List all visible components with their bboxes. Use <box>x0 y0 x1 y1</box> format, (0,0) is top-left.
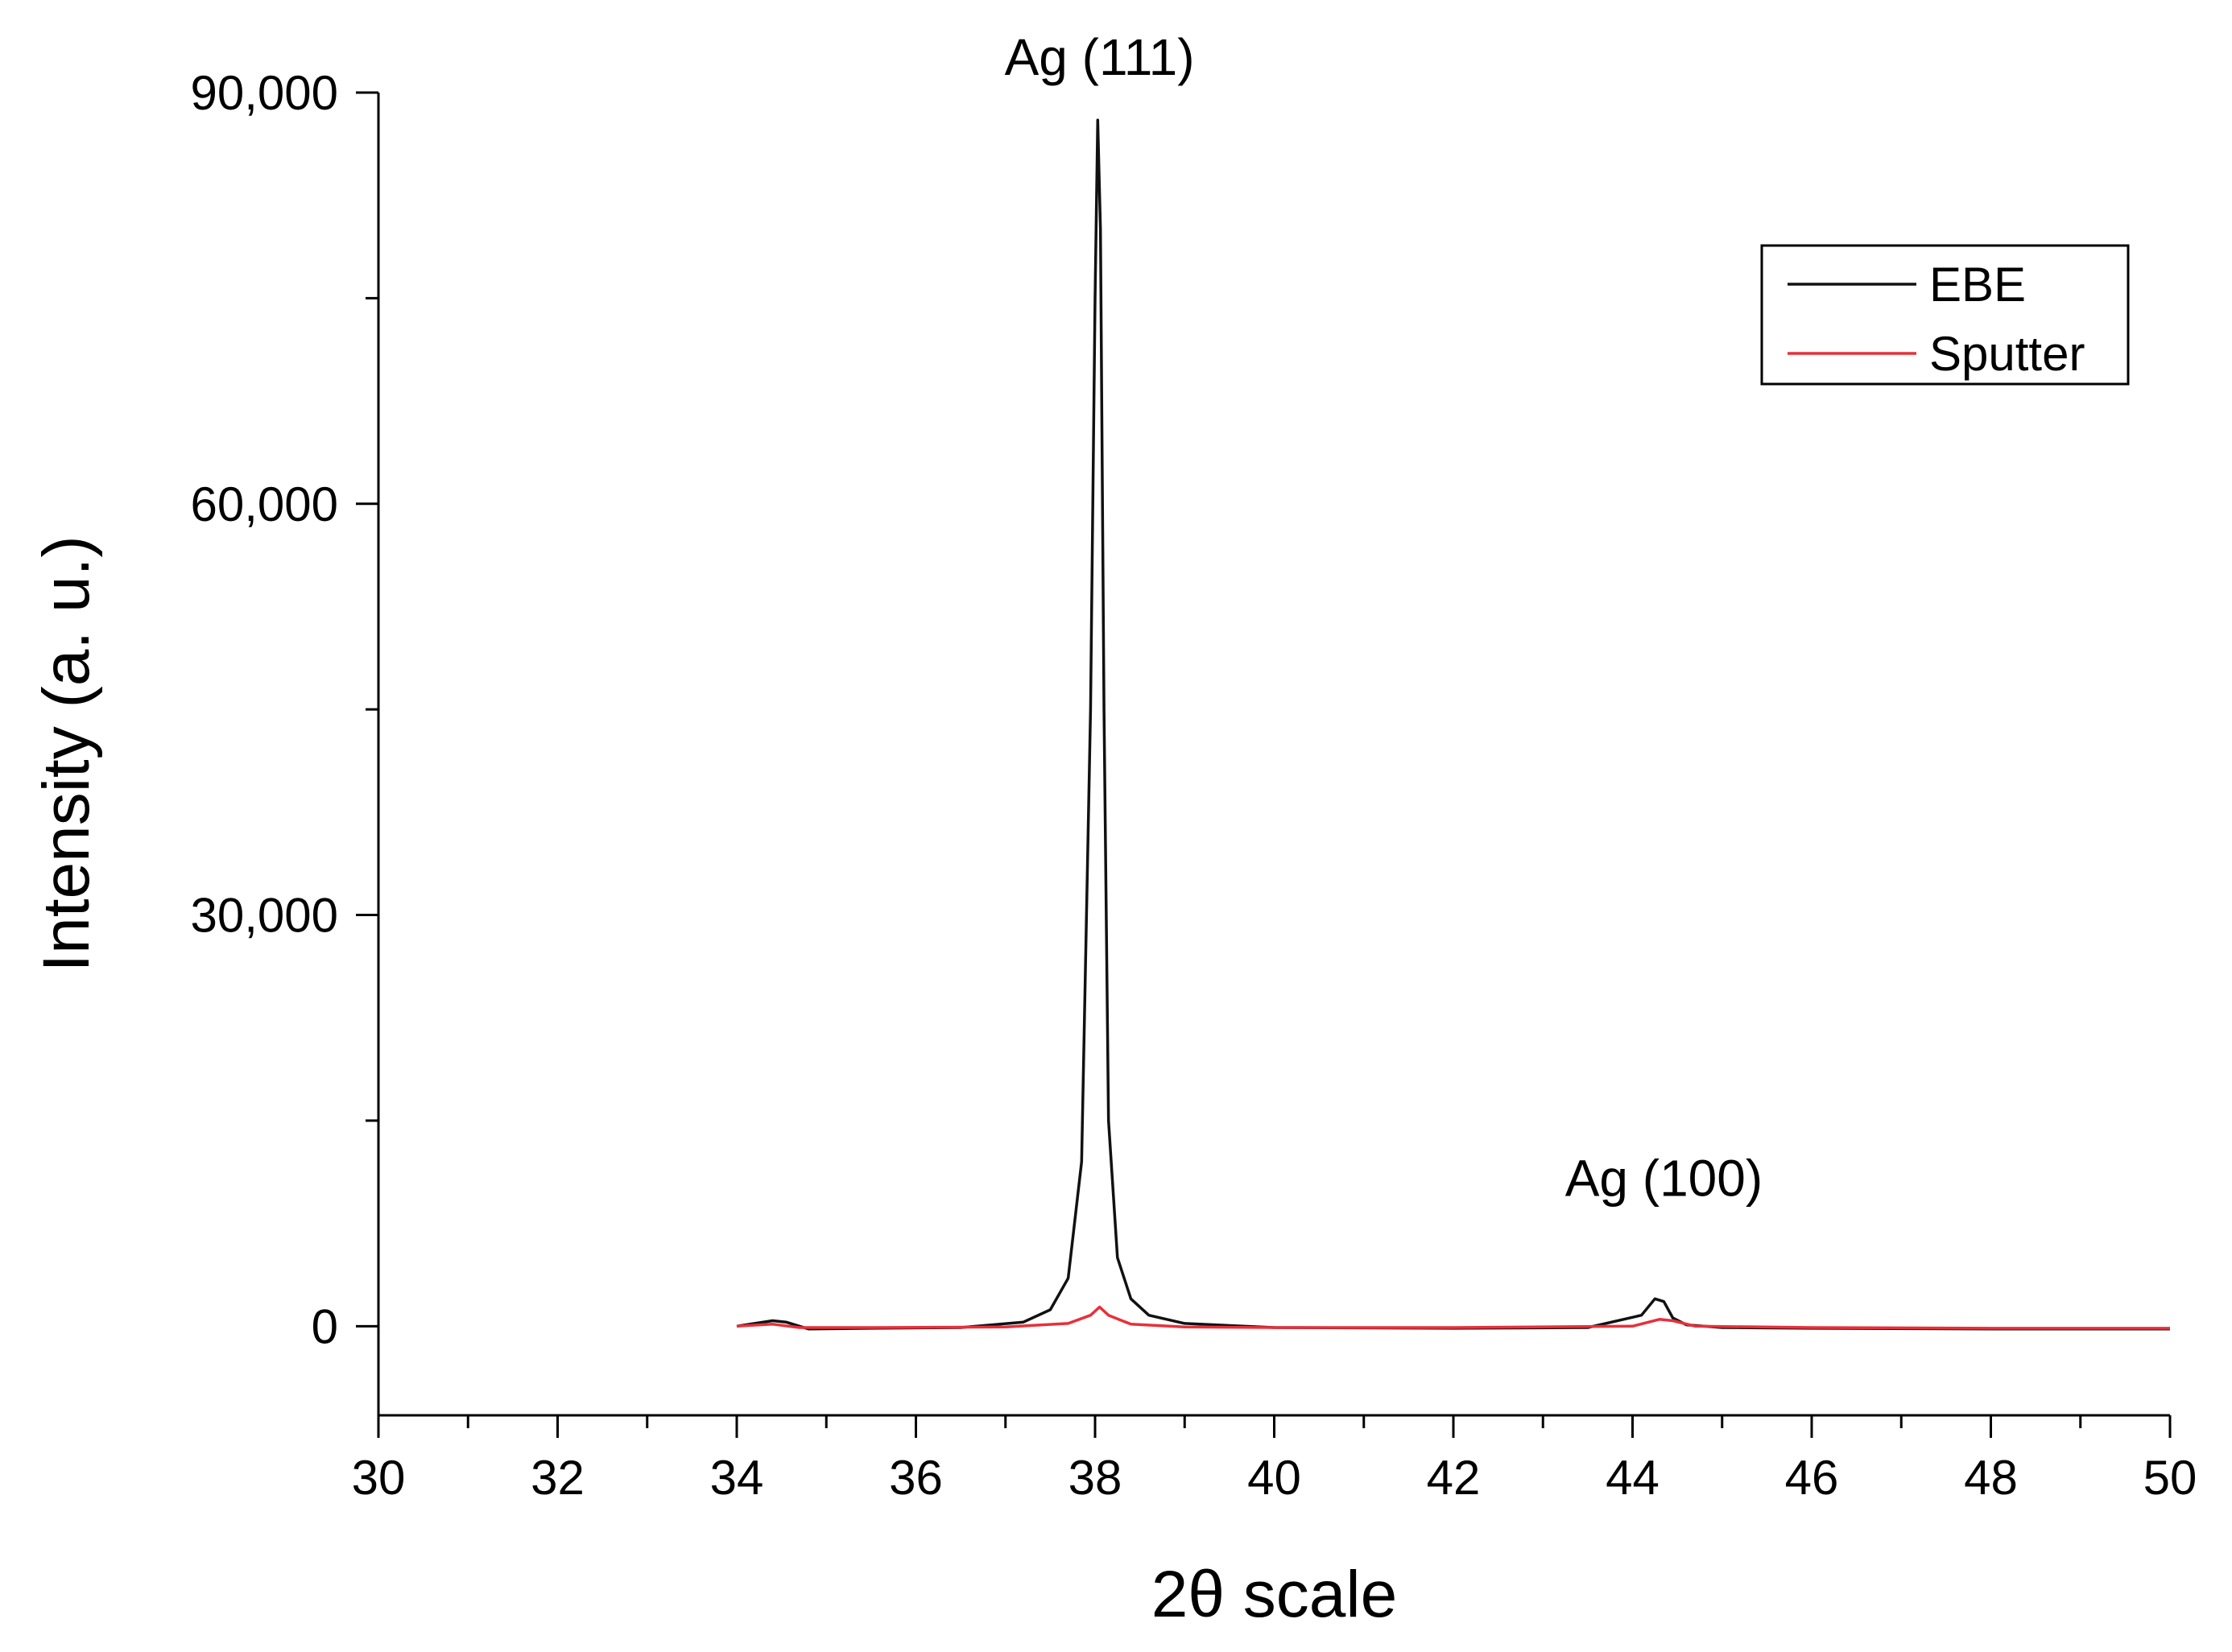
x-tick-label: 48 <box>1964 1451 2018 1505</box>
y-axis-ticks: 0 30,000 60,000 90,000 <box>190 66 378 1353</box>
peak-annotation: Ag (100) <box>1565 1150 1763 1208</box>
legend-label-sputter: Sputter <box>1929 327 2085 381</box>
y-axis-title: Intensity (a. u.) <box>30 535 103 972</box>
peak-annotation: Ag (111) <box>1005 28 1195 86</box>
y-tick-label: 0 <box>312 1299 338 1353</box>
x-tick-label: 38 <box>1068 1451 1122 1505</box>
legend-box <box>1760 244 2130 386</box>
x-tick-label: 46 <box>1785 1451 1839 1505</box>
x-axis-ticks: 30 32 34 36 38 40 42 44 46 48 50 <box>352 1415 2197 1505</box>
y-tick-label: 30,000 <box>190 889 338 943</box>
x-tick-label: 44 <box>1606 1451 1660 1505</box>
x-tick-label: 34 <box>710 1451 764 1505</box>
peak-annotations: Ag (111) Ag (100) <box>1005 28 1763 1208</box>
series-line-sputter <box>736 1305 2170 1330</box>
legend-label-ebe: EBE <box>1929 258 2026 312</box>
y-tick-label: 90,000 <box>190 66 338 120</box>
x-tick-label: 42 <box>1427 1451 1481 1505</box>
x-tick-label: 32 <box>531 1451 585 1505</box>
x-tick-label: 36 <box>889 1451 943 1505</box>
legend: EBE Sputter <box>1760 244 2130 386</box>
series-layer <box>736 118 2170 1331</box>
x-tick-label: 30 <box>352 1451 406 1505</box>
x-tick-label: 50 <box>2143 1451 2197 1505</box>
x-axis-title: 2θ scale <box>1151 1558 1397 1631</box>
y-tick-label: 60,000 <box>190 477 338 531</box>
x-tick-label: 40 <box>1247 1451 1301 1505</box>
